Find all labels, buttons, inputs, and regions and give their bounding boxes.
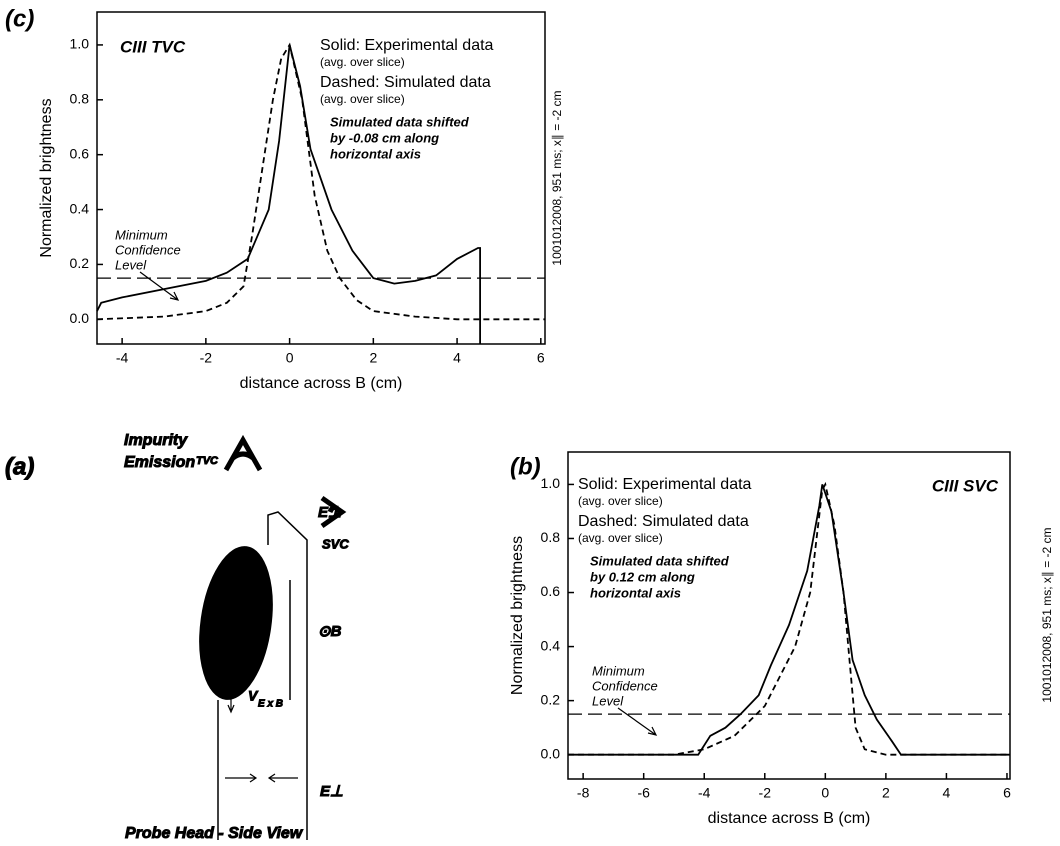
x-tick-label: 0 (286, 350, 294, 366)
drift-arrow (227, 690, 235, 714)
x-tick-label: 6 (1003, 785, 1011, 801)
emission-label: Impurity (124, 432, 188, 449)
plot-frame (96, 11, 546, 345)
annotation: Minimum (115, 227, 168, 242)
emission-label: Emission (124, 454, 195, 471)
annotation: by -0.08 cm along (330, 130, 439, 145)
drift-label: V (248, 688, 259, 704)
chart-title: CIII SVC (932, 476, 999, 495)
b-field-label: ⊙B (318, 623, 342, 640)
x-tick-label: -2 (759, 785, 772, 801)
annotation: Level (115, 257, 147, 272)
y-tick-label: 0.6 (541, 583, 561, 599)
x-axis-label: distance across B (cm) (240, 375, 403, 392)
x-tick-label: 2 (369, 350, 377, 366)
panel-label: (a) (5, 453, 34, 480)
annotation: (avg. over slice) (578, 531, 663, 545)
legend-label: Dashed: Simulated data (578, 513, 749, 530)
data-line (96, 44, 481, 344)
x-tick-label: 2 (882, 785, 890, 801)
y-tick-label: 0.4 (541, 637, 561, 653)
annotation: Simulated data shifted (590, 553, 730, 568)
data-line (568, 481, 1010, 756)
y-tick-label: 0.8 (70, 91, 90, 107)
threshold-arrow (139, 271, 180, 301)
x-tick-label: -2 (200, 350, 213, 366)
annotation: Simulated data shifted (330, 114, 470, 129)
y-tick-label: 1.0 (541, 475, 561, 491)
x-tick-label: -4 (698, 785, 711, 801)
annotation: by 0.12 cm along (590, 569, 695, 584)
x-tick-label: -8 (577, 785, 590, 801)
annotation: Confidence (115, 242, 181, 257)
caption: Probe Head - Side View (125, 825, 304, 842)
chart: (c) CIII TVC -4 -2 0 2 4 6 0.0 0.2 0.4 0.6 0.8 1.0 dis… (5, 5, 564, 392)
y-tick-label: 0.0 (70, 310, 90, 326)
annotation: Confidence (592, 678, 658, 693)
y-tick-label: 0.2 (70, 255, 90, 271)
side-note: 1001012008, 951 ms; x∥ = -2 cm (550, 90, 564, 265)
threshold-arrow (617, 707, 658, 736)
x-tick-label: 6 (537, 350, 545, 366)
annotation: (avg. over slice) (578, 494, 663, 508)
annotation: horizontal axis (590, 585, 681, 600)
field-arrows (225, 773, 298, 783)
panel-label: (c) (5, 5, 34, 32)
y-tick-label: 0.2 (541, 691, 561, 707)
chart: (b) CIII SVC -8 -6 -4 -2 0 2 4 6 0.0 0.2 0.4 0.6 0.8 1.… (509, 451, 1054, 827)
legend-label: Solid: Experimental data (320, 37, 494, 54)
panel-label: (b) (510, 453, 541, 480)
x-tick-label: 4 (943, 785, 951, 801)
probe-outline (217, 511, 308, 840)
y-tick-label: 0.0 (541, 745, 561, 761)
emission-blob (199, 546, 273, 700)
data-line (568, 484, 1010, 756)
annotation: (avg. over slice) (320, 55, 405, 69)
y-axis-label: Normalized brightness (38, 98, 55, 257)
viewer-label: TVC (196, 455, 219, 467)
x-axis-label: distance across B (cm) (708, 810, 871, 827)
legend-label: Dashed: Simulated data (320, 74, 491, 91)
annotation: Level (592, 693, 624, 708)
y-tick-label: 0.8 (541, 529, 561, 545)
side-note: 1001012008, 951 ms; x∥ = -2 cm (1040, 527, 1054, 702)
viewer-label: SVC (322, 536, 349, 551)
x-tick-label: -4 (116, 350, 129, 366)
annotation: horizontal axis (330, 146, 421, 161)
y-tick-label: 0.6 (70, 145, 90, 161)
diagram: (a) TVC Impurity Emission E⊥ E⊥ ⊙B V E x… (5, 432, 350, 843)
annotation: (avg. over slice) (320, 92, 405, 106)
eye-icon (320, 495, 347, 529)
data-line (96, 42, 545, 321)
y-axis-label: Normalized brightness (509, 536, 526, 695)
plot-frame (567, 451, 1011, 780)
chart-title: CIII TVC (120, 37, 186, 56)
legend-label: Solid: Experimental data (578, 476, 752, 493)
eye-icon (223, 434, 263, 472)
x-tick-label: 4 (453, 350, 461, 366)
annotation: Minimum (592, 663, 645, 678)
x-tick-label: -6 (637, 785, 650, 801)
x-tick-label: 0 (821, 785, 829, 801)
field-label: E⊥ (320, 783, 343, 800)
drift-sub: E x B (258, 699, 283, 710)
y-tick-label: 0.4 (70, 200, 90, 216)
y-tick-label: 1.0 (70, 36, 90, 52)
